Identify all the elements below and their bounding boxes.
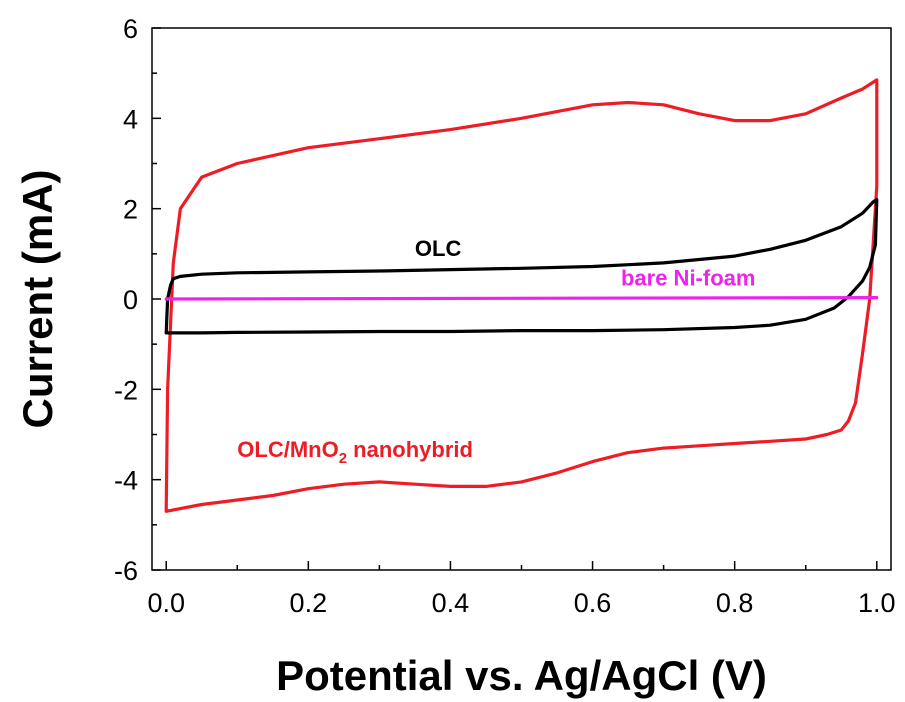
y-tick-label: -2 (114, 375, 138, 405)
annotation-layer: OLC bare Ni-foam OLC/MnO2 nanohybrid (237, 236, 755, 467)
y-tick-label: -6 (114, 556, 138, 586)
series-label: OLC/MnO2 nanohybrid (237, 437, 473, 467)
x-tick-label: 0.2 (290, 588, 328, 618)
series-line-bare-ni-foam (164, 296, 879, 301)
y-tick-label: 6 (123, 14, 138, 44)
x-tick-label: 0.8 (716, 588, 754, 618)
x-tick-label: 0.6 (574, 588, 612, 618)
series-label: bare Ni-foam (621, 265, 755, 290)
ticks-layer (152, 27, 878, 571)
y-tick-label: 4 (123, 104, 138, 134)
series-line-olc (164, 198, 879, 335)
y-tick-label: 0 (123, 285, 138, 315)
x-tick-label: 0.0 (147, 588, 185, 618)
series-label: OLC (415, 236, 462, 261)
y-tick-label: 2 (123, 195, 138, 225)
series-line-olc-mno2-nanohybrid (164, 78, 879, 513)
x-tick-label: 0.4 (432, 588, 470, 618)
series-layer (164, 78, 879, 513)
y-tick-label: -4 (114, 466, 138, 496)
y-axis-title: Current (mA) (14, 170, 61, 429)
tick-labels-layer: 0.0 0.2 0.4 0.6 0.8 1.0 -6 -4 -2 0 2 4 6 (114, 14, 896, 618)
x-axis-title: Potential vs. Ag/AgCl (V) (276, 652, 767, 699)
x-tick-label: 1.0 (858, 588, 896, 618)
